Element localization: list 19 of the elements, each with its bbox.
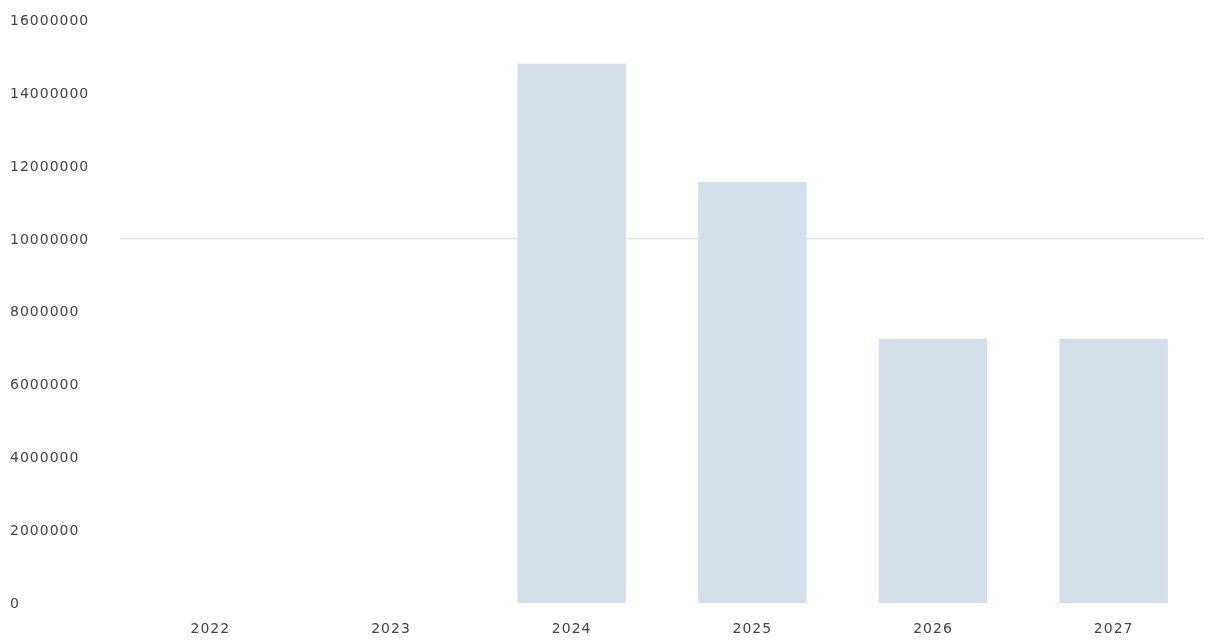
- x-tick-label: 2023: [371, 620, 411, 636]
- bar: [698, 182, 807, 603]
- y-tick-label: 0: [10, 594, 20, 611]
- x-tick-label: 2026: [913, 620, 953, 636]
- bar: [878, 338, 988, 603]
- x-tick-label: 2022: [190, 620, 231, 636]
- x-tick-label: 2025: [732, 620, 773, 636]
- x-tick-label: 2024: [551, 620, 592, 636]
- bar: [1059, 338, 1168, 603]
- bar: [517, 63, 626, 603]
- y-tick-label: 10000000: [10, 230, 90, 247]
- y-tick-label: 4000000: [10, 449, 80, 466]
- y-tick-label: 16000000: [10, 11, 90, 28]
- y-tick-label: 8000000: [10, 303, 80, 320]
- y-tick-label: 12000000: [10, 157, 90, 174]
- y-tick-label: 2000000: [10, 522, 80, 539]
- y-tick-label: 14000000: [10, 84, 90, 101]
- x-tick-label: 2027: [1093, 620, 1134, 636]
- y-tick-label: 6000000: [10, 376, 80, 393]
